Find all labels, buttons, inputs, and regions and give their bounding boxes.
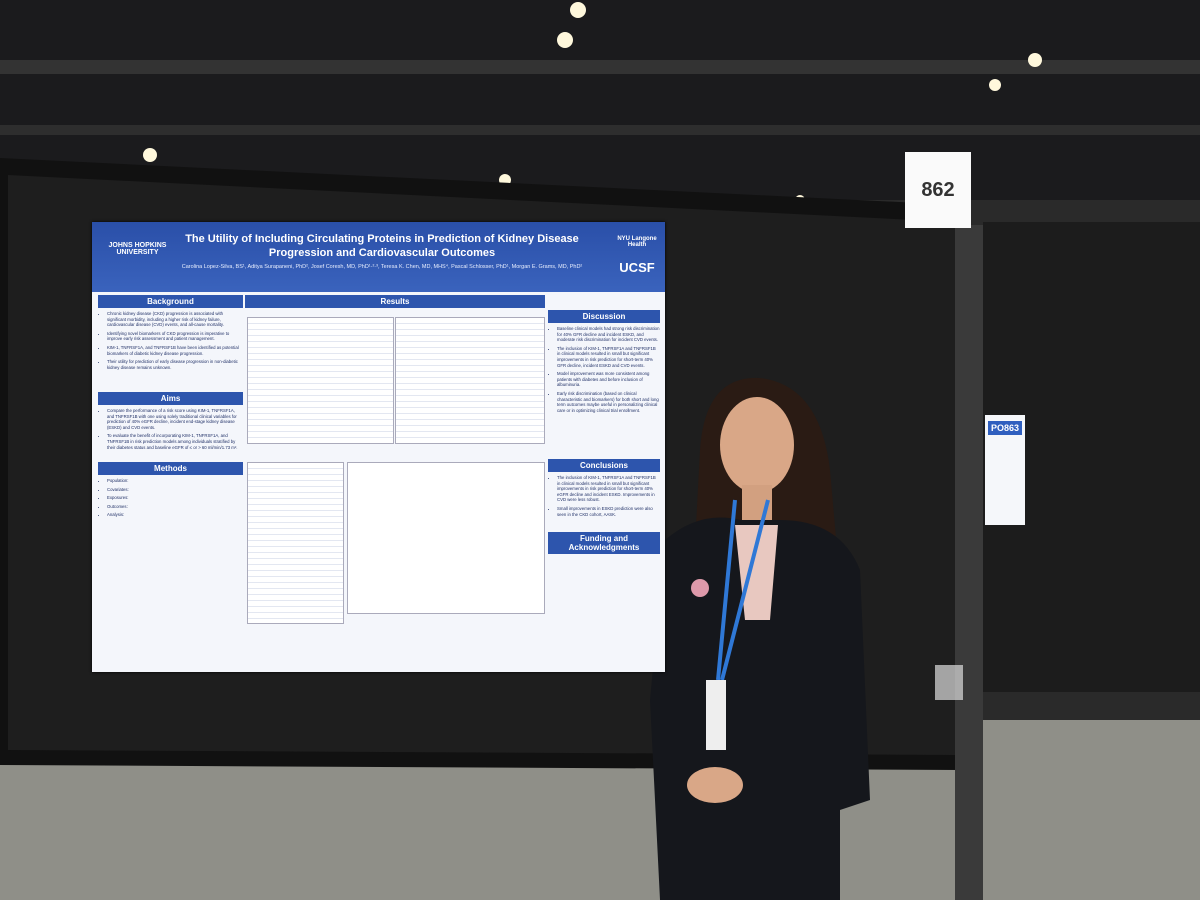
bullet-list: Population: Covariates: Exposures: Outcomes…	[98, 478, 243, 518]
table	[247, 462, 344, 624]
bullet: Model improvement was more consistent am…	[557, 371, 660, 388]
poster-tag-label: PO863	[988, 421, 1022, 435]
bullet: Chronic kidney disease (CKD) progression…	[107, 311, 243, 328]
bullet: Population:	[107, 478, 243, 484]
bullet: Analysis:	[107, 512, 243, 518]
poster: JOHNS HOPKINS UNIVERSITY The Utility of …	[92, 222, 665, 672]
lanyard	[716, 499, 770, 681]
section-heading: Background	[98, 295, 243, 308]
section-heading: Methods	[98, 462, 243, 475]
bullet: Small improvements in ESKD prediction we…	[557, 506, 660, 517]
bullet: Compare the performance of a risk score …	[107, 408, 243, 430]
bullet: To evaluate the benefit of incorporating…	[107, 433, 243, 450]
poster-section: Conclusions The inclusion of KIM-1, TNFRS…	[548, 459, 660, 520]
poster-section: Funding and Acknowledgments	[548, 532, 660, 557]
poster-title: The Utility of Including Circulating Pro…	[185, 233, 579, 259]
badge	[706, 680, 726, 750]
pin	[691, 579, 709, 597]
hands	[687, 767, 743, 803]
beam	[0, 125, 1200, 135]
poster-section: Discussion Baseline clinical models had s…	[548, 310, 660, 416]
poster-section: Methods Population: Covariates: Exposures: O…	[98, 462, 243, 521]
bullet: Identifying novel biomarkers of CKD prog…	[107, 331, 243, 342]
beam	[0, 60, 1200, 74]
section-heading: Aims	[98, 392, 243, 405]
logo: NYU Langone Health	[617, 236, 657, 248]
bullet: Exposures:	[107, 495, 243, 501]
bullet: Covariates:	[107, 487, 243, 493]
light	[1028, 53, 1042, 67]
figure	[347, 462, 545, 614]
section-heading: Conclusions	[548, 459, 660, 472]
light	[570, 2, 586, 18]
poster-authors: Carolina Lopez-Silva, BS¹, Aditya Surapa…	[181, 264, 583, 270]
cup	[935, 665, 963, 700]
bullet: Outcomes:	[107, 504, 243, 510]
bullet: Early risk discrimination (based on clin…	[557, 391, 660, 413]
section-heading: Discussion	[548, 310, 660, 323]
booth-sign: 862	[905, 152, 971, 228]
bullet-list: Baseline clinical models had strong risk…	[548, 326, 660, 413]
bullet: The inclusion of KIM-1, TNFRSF1A and TNF…	[557, 475, 660, 503]
bullet-list: Chronic kidney disease (CKD) progression…	[98, 311, 243, 370]
poster-header: JOHNS HOPKINS UNIVERSITY The Utility of …	[92, 222, 665, 292]
poster-section: Background Chronic kidney disease (CKD) p…	[98, 295, 243, 373]
bullet: Baseline clinical models had strong risk…	[557, 326, 660, 343]
table	[247, 317, 394, 444]
post	[955, 225, 983, 900]
poster-tag: PO863	[985, 415, 1025, 525]
section-heading: Funding and Acknowledgments	[548, 532, 660, 554]
section-heading: Results	[245, 295, 545, 308]
ceiling	[0, 0, 1200, 200]
shirt	[735, 525, 778, 620]
poster-section: Results	[245, 295, 545, 311]
bullet-list: The inclusion of KIM-1, TNFRSF1A and TNF…	[548, 475, 660, 517]
bullet: The inclusion of KIM-1, TNFRSF1A and TNF…	[557, 346, 660, 368]
face	[720, 397, 794, 493]
light	[989, 79, 1001, 91]
table	[395, 317, 545, 444]
light	[557, 32, 573, 48]
logo: JOHNS HOPKINS UNIVERSITY	[108, 242, 167, 256]
light	[143, 148, 157, 162]
blazer	[650, 517, 870, 900]
bullet-list: Compare the performance of a risk score …	[98, 408, 243, 450]
logo: UCSF	[619, 260, 655, 275]
poster-section: Aims Compare the performance of a risk sc…	[98, 392, 243, 453]
bullet: Their utility for prediction of early di…	[107, 359, 243, 370]
bullet: KIM-1, TNFRSF1A, and TNFRSF1B have been …	[107, 345, 243, 356]
